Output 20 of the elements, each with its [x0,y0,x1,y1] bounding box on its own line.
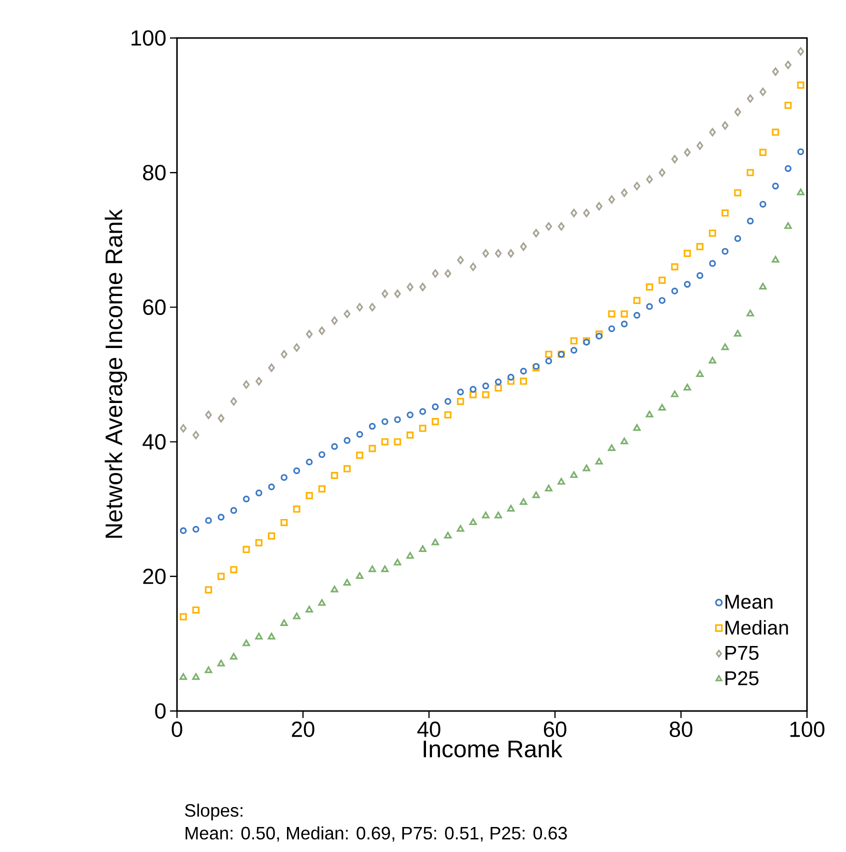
x-tick-label: 40 [417,722,440,738]
y-tick-label: 0 [155,703,166,719]
x-axis-title: Income Rank [424,740,562,758]
x-tick-label: 80 [670,722,692,738]
x-tick-label: 100 [790,722,824,738]
x-tick-label: 60 [544,722,566,738]
text: Mean: 0.50, Median: 0.69, P75: 0.51, P25: 0.63 [186,826,567,842]
y-axis-title: Network Average Income Rank [104,209,128,538]
legend-label: Median [726,620,788,635]
y-tick-label: 80 [143,164,166,180]
legend-label: P75 [726,646,758,660]
text: Slopes: [185,804,242,820]
legend-label: P25 [726,671,758,686]
x-tick-label: 20 [292,722,314,738]
y-tick-label: 40 [142,434,166,450]
y-tick-label: 20 [143,568,166,584]
y-tick-label: 60 [143,299,166,315]
y-tick-label: 100 [132,30,166,46]
legend-label: Mean [726,594,772,609]
x-tick-label: 0 [172,722,182,738]
